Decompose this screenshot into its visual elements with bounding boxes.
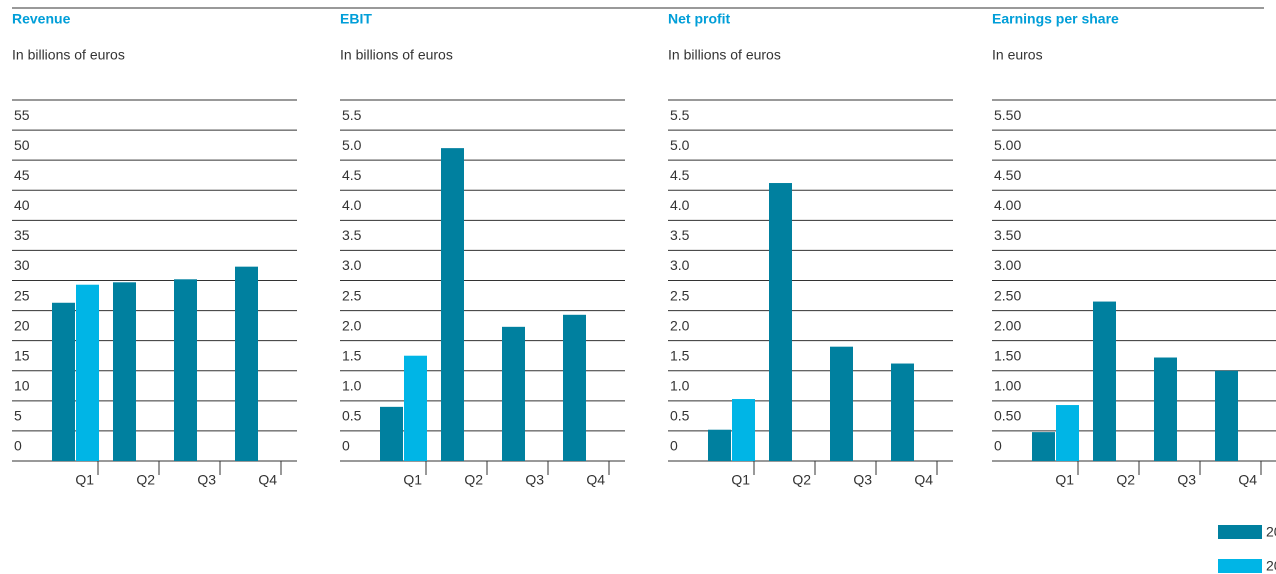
y-tick-label: 20 [14, 317, 30, 333]
y-tick-label: 50 [14, 137, 30, 153]
x-tick-label: Q1 [731, 472, 750, 488]
bar [235, 266, 258, 461]
y-tick-label: 5.0 [670, 137, 690, 153]
y-tick-label: 35 [14, 227, 30, 243]
bar [441, 148, 464, 461]
y-tick-label: 0 [670, 438, 678, 454]
bar [769, 183, 792, 461]
y-tick-label: 2.5 [342, 287, 362, 303]
y-tick-label: 10 [14, 378, 30, 394]
y-tick-label: 40 [14, 197, 30, 213]
chart-subtitle: In billions of euros [668, 47, 781, 63]
y-tick-label: 0.5 [670, 408, 690, 424]
x-tick-label: Q4 [1238, 472, 1257, 488]
y-tick-label: 0 [342, 438, 350, 454]
x-tick-label: Q3 [853, 472, 872, 488]
y-tick-label: 2.5 [670, 287, 690, 303]
y-tick-label: 5.5 [670, 107, 690, 123]
y-tick-label: 4.5 [342, 167, 362, 183]
legend-label: 2014 [1266, 558, 1276, 574]
y-tick-label: 0 [14, 438, 22, 454]
bar [1056, 405, 1079, 461]
x-tick-label: Q2 [792, 472, 811, 488]
y-tick-label: 3.0 [670, 257, 690, 273]
y-tick-label: 3.00 [994, 257, 1021, 273]
y-tick-label: 45 [14, 167, 30, 183]
y-tick-label: 5.5 [342, 107, 362, 123]
bar [380, 406, 403, 461]
bar [891, 363, 914, 461]
chart-title: EBIT [340, 11, 372, 27]
y-tick-label: 0.5 [342, 408, 362, 424]
bar [76, 284, 99, 461]
bar [404, 355, 427, 461]
chart-title: Earnings per share [992, 11, 1119, 27]
chart-title: Revenue [12, 11, 71, 27]
y-tick-label: 30 [14, 257, 30, 273]
y-tick-label: 5.50 [994, 107, 1021, 123]
bar [708, 429, 731, 461]
y-tick-label: 5.0 [342, 137, 362, 153]
y-tick-label: 5 [14, 408, 22, 424]
y-tick-label: 25 [14, 287, 30, 303]
chart-subtitle: In billions of euros [12, 47, 125, 63]
chart-subtitle: In billions of euros [340, 47, 453, 63]
x-tick-label: Q4 [258, 472, 277, 488]
y-tick-label: 3.5 [670, 227, 690, 243]
y-tick-label: 0 [994, 438, 1002, 454]
x-tick-label: Q3 [1177, 472, 1196, 488]
y-tick-label: 0.50 [994, 408, 1021, 424]
y-tick-label: 4.00 [994, 197, 1021, 213]
legend-label: 2013 [1266, 524, 1276, 540]
y-tick-label: 2.50 [994, 287, 1021, 303]
y-tick-label: 1.00 [994, 378, 1021, 394]
y-tick-label: 15 [14, 347, 30, 363]
bar [830, 346, 853, 461]
x-tick-label: Q4 [914, 472, 933, 488]
bar [1032, 432, 1055, 461]
bar [113, 282, 136, 461]
x-tick-label: Q4 [586, 472, 605, 488]
y-tick-label: 5.00 [994, 137, 1021, 153]
legend-swatch [1218, 559, 1262, 573]
chart-title: Net profit [668, 11, 731, 27]
y-tick-label: 1.5 [670, 347, 690, 363]
x-tick-label: Q1 [403, 472, 422, 488]
bar [1093, 301, 1116, 461]
x-tick-label: Q2 [136, 472, 155, 488]
y-tick-label: 4.5 [670, 167, 690, 183]
bar [732, 399, 755, 461]
y-tick-label: 2.0 [670, 317, 690, 333]
y-tick-label: 3.0 [342, 257, 362, 273]
y-tick-label: 1.50 [994, 347, 1021, 363]
bar [1154, 357, 1177, 461]
y-tick-label: 4.0 [670, 197, 690, 213]
y-tick-label: 3.50 [994, 227, 1021, 243]
bar [1215, 370, 1238, 461]
y-tick-label: 1.0 [342, 378, 362, 394]
y-tick-label: 3.5 [342, 227, 362, 243]
legend-swatch [1218, 525, 1262, 539]
x-tick-label: Q1 [1055, 472, 1074, 488]
y-tick-label: 55 [14, 107, 30, 123]
x-tick-label: Q3 [197, 472, 216, 488]
bar [52, 302, 75, 461]
y-tick-label: 1.5 [342, 347, 362, 363]
y-tick-label: 2.00 [994, 317, 1021, 333]
x-tick-label: Q2 [1116, 472, 1135, 488]
y-tick-label: 4.0 [342, 197, 362, 213]
y-tick-label: 1.0 [670, 378, 690, 394]
bar [174, 279, 197, 461]
x-tick-label: Q1 [75, 472, 94, 488]
chart-subtitle: In euros [992, 47, 1043, 63]
bar [502, 326, 525, 461]
y-tick-label: 4.50 [994, 167, 1021, 183]
x-tick-label: Q2 [464, 472, 483, 488]
x-tick-label: Q3 [525, 472, 544, 488]
bar [563, 314, 586, 461]
y-tick-label: 2.0 [342, 317, 362, 333]
